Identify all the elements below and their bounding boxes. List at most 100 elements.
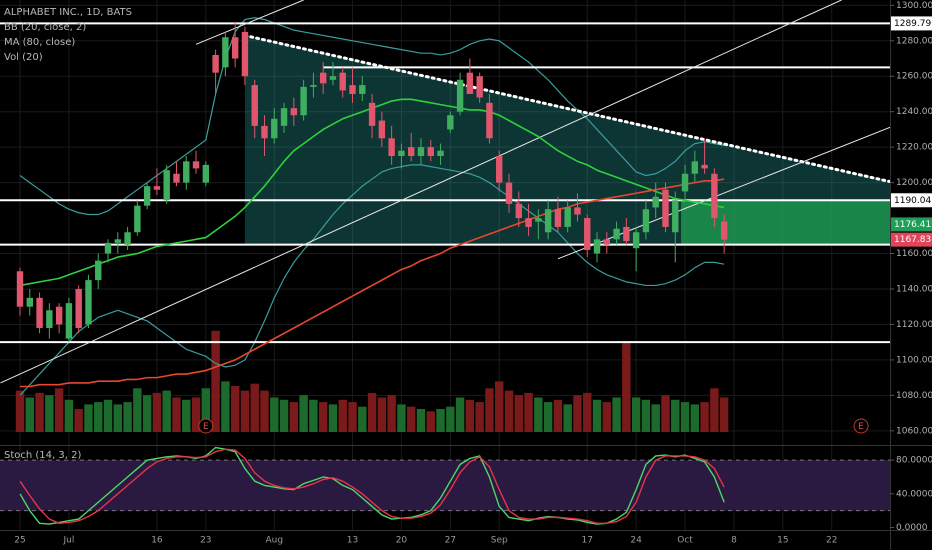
volume-bar	[289, 402, 299, 432]
candle-body	[134, 205, 141, 233]
volume-bar	[377, 397, 387, 432]
trend-line	[243, 33, 890, 184]
price-tag	[891, 16, 932, 31]
candle-body	[603, 239, 610, 245]
y-tick-label: 1260.00	[896, 72, 932, 82]
x-tick-label: 20	[396, 536, 408, 546]
price-tag	[891, 217, 932, 232]
volume-bar	[260, 390, 269, 432]
candle-body	[388, 138, 395, 157]
legend: ALPHABET INC., 1D, BATS BB (20, close, 2…	[4, 7, 132, 461]
volume-bar	[407, 406, 416, 432]
candle-body	[16, 271, 24, 307]
candle-body	[241, 31, 249, 77]
x-tick-label: 22	[826, 536, 837, 546]
volume-bar	[514, 395, 523, 432]
volume-bar	[84, 404, 93, 432]
volume-bar	[211, 330, 220, 432]
volume-bar	[622, 342, 631, 432]
candle-body	[525, 218, 532, 227]
volume-bar	[485, 388, 494, 432]
stoch-d	[19, 448, 725, 524]
volume-bar	[182, 399, 191, 432]
volume-bar	[455, 397, 465, 432]
candle-body	[486, 102, 493, 139]
chart-title: ALPHABET INC., 1D, BATS	[4, 7, 132, 18]
volume-bar	[221, 381, 230, 432]
volume-bar	[543, 402, 553, 432]
candle-body	[613, 228, 620, 240]
x-tick-label: 24	[630, 536, 642, 546]
volume-bar	[612, 397, 621, 432]
y-tick-label: 1300.00	[896, 1, 932, 11]
candle-body	[124, 232, 131, 245]
candle-body	[153, 186, 161, 190]
legend-entry: MA (80, close)	[4, 37, 75, 48]
price-tag	[891, 193, 932, 208]
x-tick-label: 27	[445, 536, 456, 546]
trend-line	[195, 0, 304, 45]
candle-body	[544, 209, 552, 233]
candle-body	[65, 303, 73, 339]
volume-bar	[279, 399, 289, 432]
candle-body	[662, 189, 669, 227]
volume-bar	[348, 402, 357, 432]
candle-body	[593, 239, 601, 254]
candle-body	[280, 108, 288, 126]
candle-body	[271, 118, 278, 139]
volume-bar	[172, 397, 181, 432]
candle-body	[466, 72, 474, 94]
candle-body	[652, 196, 659, 208]
candle-body	[104, 242, 112, 254]
volume-bar	[152, 392, 162, 432]
y-tick-label: 0.0000	[896, 523, 928, 533]
y-tick-label: 1220.00	[896, 143, 932, 153]
volume-bar	[397, 404, 406, 432]
candle-body	[114, 239, 121, 243]
candle-body	[349, 85, 356, 94]
legend-entry: Stoch (14, 3, 2)	[4, 450, 81, 461]
volume-bar	[661, 395, 670, 432]
volume-bar	[201, 388, 211, 432]
volume-bar	[602, 402, 611, 432]
volume-bar	[15, 390, 25, 432]
volume-bar	[25, 397, 34, 432]
volume-bar	[631, 397, 641, 432]
volume-bar	[309, 399, 318, 432]
trend-line	[0, 0, 842, 384]
volume-bar	[436, 409, 445, 432]
volume-bar	[524, 392, 533, 432]
candle-body	[378, 120, 386, 139]
candle-body	[163, 170, 170, 201]
candle-body	[36, 297, 43, 328]
volume-bar	[123, 402, 132, 432]
y-tick-label: 1100.00	[896, 355, 932, 365]
candle-body	[574, 207, 581, 215]
candle-body	[691, 161, 699, 174]
x-tick-label: Aug	[265, 536, 283, 546]
volume-bar	[573, 395, 582, 432]
candle-body	[359, 85, 366, 94]
candle-body	[85, 280, 92, 325]
x-tick-label: 23	[200, 536, 211, 546]
candle-body	[290, 108, 298, 116]
trend-shade	[244, 35, 890, 245]
volume-bar	[534, 397, 543, 432]
x-tick-label: 15	[777, 536, 788, 546]
volume-bar	[191, 397, 201, 432]
candle-body	[437, 150, 444, 157]
candle-body	[231, 37, 239, 59]
candle-body	[261, 125, 268, 139]
event-label: E	[858, 422, 864, 432]
volume-bar	[592, 399, 602, 432]
volume-bar	[426, 411, 435, 432]
x-tick-label: 17	[582, 536, 593, 546]
price-tag-label: 1289.79	[894, 19, 931, 29]
volume-bar	[35, 392, 44, 432]
y-tick-label: 80.0000	[896, 456, 932, 466]
volume-bar	[641, 399, 651, 432]
volume-bar	[328, 404, 338, 432]
candle-body	[143, 186, 151, 206]
